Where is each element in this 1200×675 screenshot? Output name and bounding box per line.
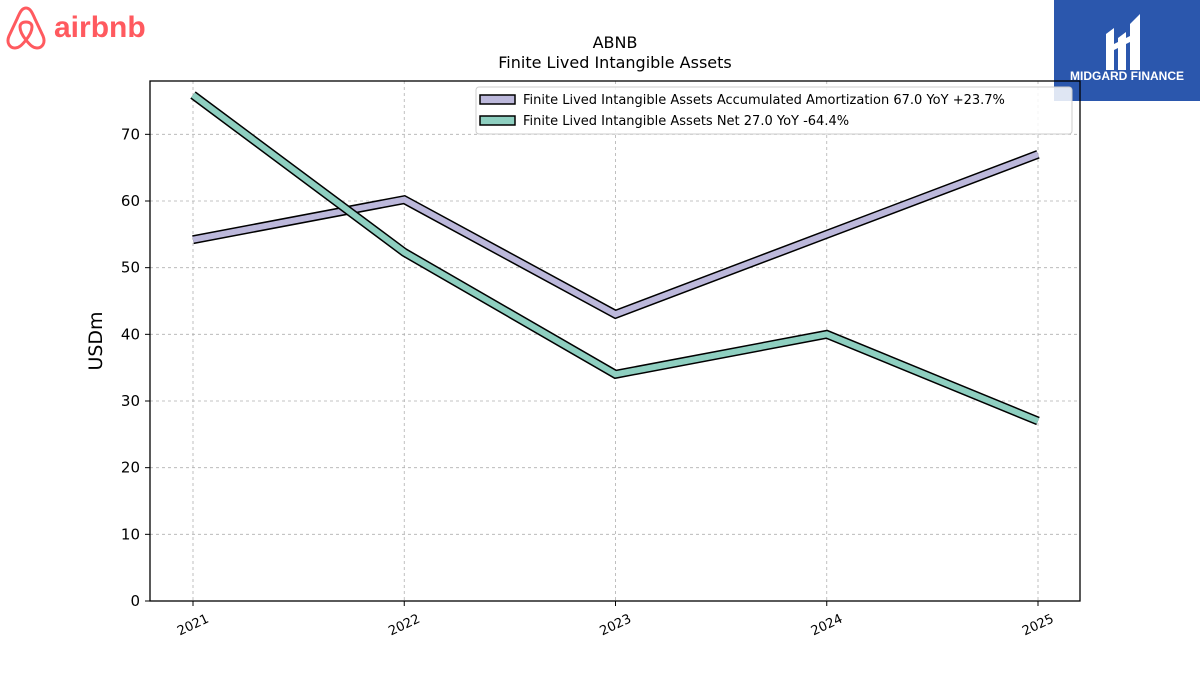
y-tick-label: 70 xyxy=(121,125,140,143)
plot-frame xyxy=(149,80,1081,602)
legend-box xyxy=(475,86,1073,135)
x-tick-label: 2021 xyxy=(175,612,211,640)
midgard-finance-logo: MIDGARD FINANCE xyxy=(1054,0,1200,101)
y-tick-label: 30 xyxy=(121,392,140,410)
x-tick-label: 2022 xyxy=(386,612,422,640)
midgard-emblem-icon xyxy=(1106,14,1140,70)
y-axis-label: USDm xyxy=(85,311,107,370)
y-axis-ticks: 0 10 20 30 40 50 60 70 xyxy=(121,125,150,610)
legend-entry-net: Finite Lived Intangible Assets Net 27.0 … xyxy=(523,114,849,129)
y-tick-label: 50 xyxy=(121,259,140,277)
x-tick-label: 2024 xyxy=(809,612,845,640)
y-tick-label: 20 xyxy=(121,459,140,477)
chart-subtitle: Finite Lived Intangible Assets xyxy=(498,53,731,72)
y-tick-label: 60 xyxy=(121,192,140,210)
legend: Finite Lived Intangible Assets Accumulat… xyxy=(475,86,1073,135)
grid xyxy=(150,81,1080,601)
legend-entry-accumulated-amortization: Finite Lived Intangible Assets Accumulat… xyxy=(523,93,1005,108)
y-tick-label: 40 xyxy=(121,325,140,343)
x-tick-label: 2023 xyxy=(598,612,634,640)
chart-title: ABNB xyxy=(593,33,638,52)
y-tick-label: 10 xyxy=(121,525,140,543)
x-axis-ticks: 2021 2022 2023 2024 2025 xyxy=(175,601,1056,639)
midgard-wordmark: MIDGARD FINANCE xyxy=(1070,69,1184,83)
x-tick-label: 2025 xyxy=(1020,612,1056,640)
airbnb-logo: airbnb xyxy=(6,6,146,50)
legend-swatch-accumulated-amortization xyxy=(479,94,516,105)
airbnb-wordmark: airbnb xyxy=(54,11,146,44)
legend-swatch-net xyxy=(479,115,516,126)
airbnb-belo-icon xyxy=(6,6,46,50)
series-lines xyxy=(190,91,1040,426)
y-tick-label: 0 xyxy=(130,592,140,610)
